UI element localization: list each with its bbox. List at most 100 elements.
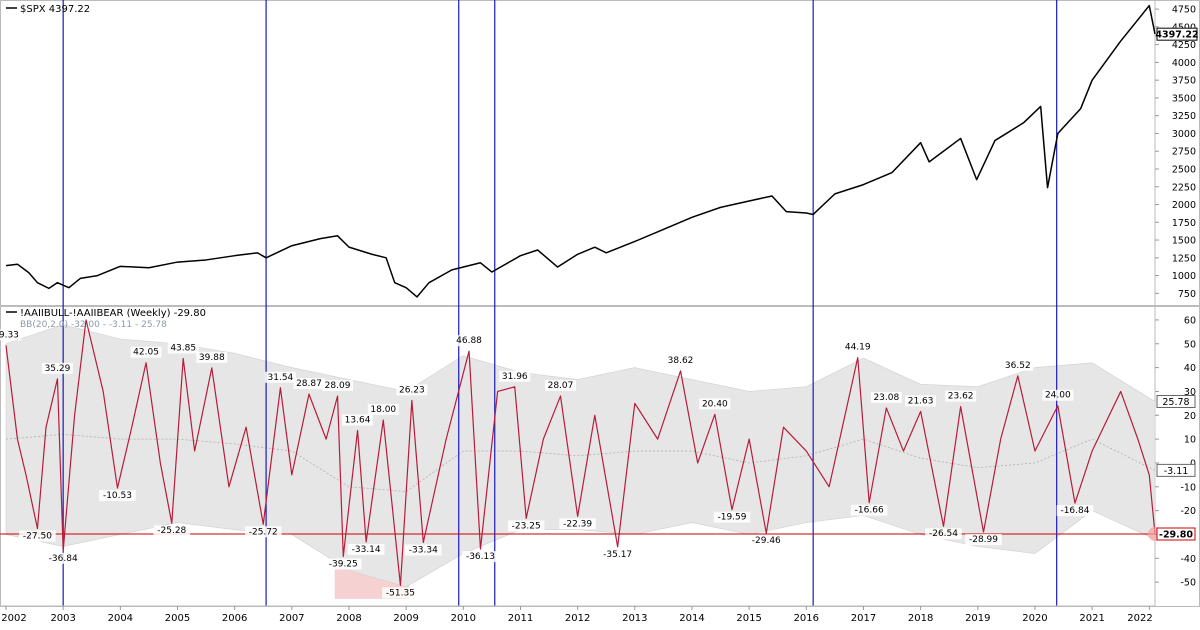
- x-tick-label-20: 2022: [1127, 613, 1152, 624]
- data-label-bg-26: [244, 526, 282, 538]
- data-label-4: 39.88: [199, 353, 225, 363]
- spx-ytick-label-6: 2250: [1172, 182, 1196, 193]
- data-label-17: 23.08: [873, 393, 899, 403]
- sentiment-right-label-1: -3.11: [1164, 466, 1189, 477]
- data-label-bg-18: [905, 395, 937, 407]
- data-label-5: 31.54: [268, 373, 294, 383]
- spx-last-value-label: 4397.22: [1155, 30, 1198, 41]
- data-label-9: 18.00: [370, 405, 396, 415]
- data-label-31: -36.13: [466, 552, 495, 562]
- data-label-36: -29.46: [752, 536, 781, 546]
- data-label-bg-31: [462, 551, 499, 563]
- data-label-bg-30: [404, 544, 442, 556]
- data-label-bg-7: [322, 379, 354, 391]
- bollinger-middle: [5, 433, 1156, 492]
- data-label-11: 46.88: [456, 336, 482, 346]
- x-tick-label-12: 2014: [679, 613, 704, 624]
- data-label-bg-4: [196, 351, 228, 363]
- data-label-bg-9: [367, 404, 399, 416]
- data-label-bg-33: [559, 518, 596, 530]
- x-tick-label-8: 2010: [451, 613, 476, 624]
- x-tick-label-3: 2005: [165, 613, 190, 624]
- data-label-bg-23: [44, 552, 82, 564]
- data-label-bg-28: [347, 543, 385, 555]
- data-label-bg-19: [945, 390, 977, 402]
- data-label-bg-37: [850, 504, 888, 516]
- sentiment-ytick-label-0: -50: [1180, 578, 1196, 589]
- x-tick-label-14: 2016: [794, 613, 819, 624]
- data-label-bg-29: [382, 587, 419, 599]
- data-label-bg-6: [293, 378, 325, 390]
- data-label-18: 21.63: [908, 396, 934, 406]
- x-tick-label-2: 2004: [108, 613, 133, 624]
- data-label-23: -36.84: [49, 554, 78, 564]
- x-tick-label-17: 2019: [965, 613, 990, 624]
- data-label-24: -10.53: [103, 491, 132, 501]
- data-label-bg-25: [153, 525, 191, 537]
- data-label-19: 23.62: [948, 392, 974, 402]
- spx-ytick-label-7: 2500: [1172, 164, 1196, 175]
- spx-ytick-label-0: 750: [1178, 289, 1196, 300]
- data-label-bg-10: [396, 384, 428, 396]
- data-label-bg-27: [324, 558, 362, 570]
- x-tick-label-15: 2017: [851, 613, 876, 624]
- x-tick-label-0: 2002: [1, 613, 26, 624]
- data-label-bg-21: [1042, 389, 1074, 401]
- spx-ytick-label-5: 2000: [1172, 200, 1196, 211]
- data-label-2: 42.05: [133, 348, 159, 358]
- sentiment-ytick-label-10: 50: [1184, 339, 1196, 350]
- data-label-25: -25.28: [157, 526, 186, 536]
- sentiment-right-box-1: [1156, 463, 1196, 477]
- spx-title: $SPX 4397.22: [20, 4, 90, 15]
- data-label-bg-0: [0, 329, 22, 341]
- data-label-0: 49.33: [0, 330, 19, 340]
- spx-panel-frame: [0, 0, 1200, 306]
- sentiment-ytick-label-8: 30: [1184, 387, 1196, 398]
- data-label-29: -51.35: [386, 588, 415, 598]
- data-label-39: -28.99: [969, 535, 998, 545]
- spx-ytick-label-10: 3250: [1172, 111, 1196, 122]
- spx-ytick-label-4: 1750: [1172, 218, 1196, 229]
- sentiment-ytick-label-7: 20: [1184, 411, 1196, 422]
- sentiment-right-box-2: [1156, 527, 1196, 541]
- x-tick-label-6: 2008: [336, 613, 361, 624]
- spx-ytick-label-1: 1000: [1172, 271, 1196, 282]
- sentiment-ytick-label-11: 60: [1184, 315, 1196, 326]
- x-tick-label-10: 2012: [565, 613, 590, 624]
- data-label-bg-34: [599, 548, 636, 560]
- data-label-bg-2: [130, 346, 162, 358]
- sentiment-ytick-label-4: -10: [1180, 482, 1196, 493]
- bollinger-subtitle: BB(20,2.0) -32.00 - -3.11 - 25.78: [20, 320, 167, 330]
- spx-ytick-label-14: 4250: [1172, 40, 1196, 51]
- data-label-38: -26.54: [929, 529, 958, 539]
- data-label-bg-16: [842, 341, 874, 353]
- data-label-20: 36.52: [1005, 361, 1031, 371]
- data-label-7: 28.09: [325, 381, 351, 391]
- data-label-bg-20: [1002, 359, 1034, 371]
- data-label-27: -39.25: [329, 560, 358, 570]
- x-tick-label-16: 2018: [908, 613, 933, 624]
- sentiment-ytick-label-9: 40: [1184, 363, 1196, 374]
- spx-ytick-label-12: 3750: [1172, 76, 1196, 87]
- data-label-28: -33.14: [352, 545, 381, 555]
- sentiment-right-label-2: -29.80: [1159, 530, 1193, 541]
- data-label-10: 26.23: [399, 385, 425, 395]
- data-label-bg-13: [544, 380, 576, 392]
- data-label-21: 24.00: [1045, 391, 1071, 401]
- data-label-bg-11: [453, 335, 485, 347]
- data-label-15: 20.40: [702, 399, 728, 409]
- sentiment-right-label-0: 25.78: [1162, 397, 1189, 408]
- x-tick-label-19: 2021: [1079, 613, 1104, 624]
- data-label-30: -33.34: [409, 545, 438, 555]
- x-tick-label-1: 2003: [50, 613, 75, 624]
- data-label-bg-32: [507, 520, 545, 532]
- sentiment-right-box-0: [1156, 395, 1196, 409]
- data-label-13: 28.07: [548, 381, 574, 391]
- spx-ytick-label-2: 1250: [1172, 253, 1196, 264]
- data-label-26: -25.72: [249, 527, 278, 537]
- spx-ytick-label-16: 4750: [1172, 5, 1196, 16]
- x-tick-label-7: 2009: [393, 613, 418, 624]
- spx-series-line: [5, 4, 1156, 298]
